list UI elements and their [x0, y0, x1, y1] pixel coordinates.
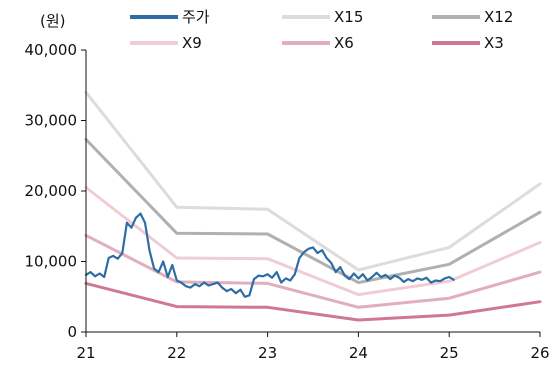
x-tick-label: 26: [530, 344, 549, 362]
series-line-0: [84, 212, 455, 298]
y-unit-label: (원): [40, 12, 66, 30]
x-tick-label: 21: [76, 344, 95, 362]
series-layer: [84, 90, 542, 322]
x-tick-label: 25: [440, 344, 459, 362]
series-line-2: [84, 138, 542, 285]
x-tick-label: 24: [349, 344, 368, 362]
legend-label-2: X12: [484, 8, 513, 26]
y-tick-label: 20,000: [25, 182, 78, 200]
legend-label-1: X15: [334, 8, 363, 26]
series-line-3: [84, 186, 542, 297]
series-line-4: [84, 233, 542, 309]
series-line-1: [84, 90, 542, 272]
legend-label-3: X9: [182, 34, 202, 52]
axes-layer: 0 10,000 20,000 30,000 40,000 21 22 23 24 25 26: [25, 41, 550, 362]
y-tick-label: 30,000: [25, 112, 78, 130]
y-tick-label: 10,000: [25, 253, 78, 271]
series-line-5: [84, 281, 542, 322]
legend-label-4: X6: [334, 34, 354, 52]
y-tick-label: 0: [67, 323, 77, 341]
x-tick-label: 22: [167, 344, 186, 362]
legend-label-5: X3: [484, 34, 504, 52]
y-tick-label: 40,000: [25, 41, 78, 59]
x-tick-label: 23: [258, 344, 277, 362]
legend-label-0: 주가: [182, 8, 210, 26]
legend: 주가 X15 X12 X9 X6 X3: [130, 8, 513, 52]
